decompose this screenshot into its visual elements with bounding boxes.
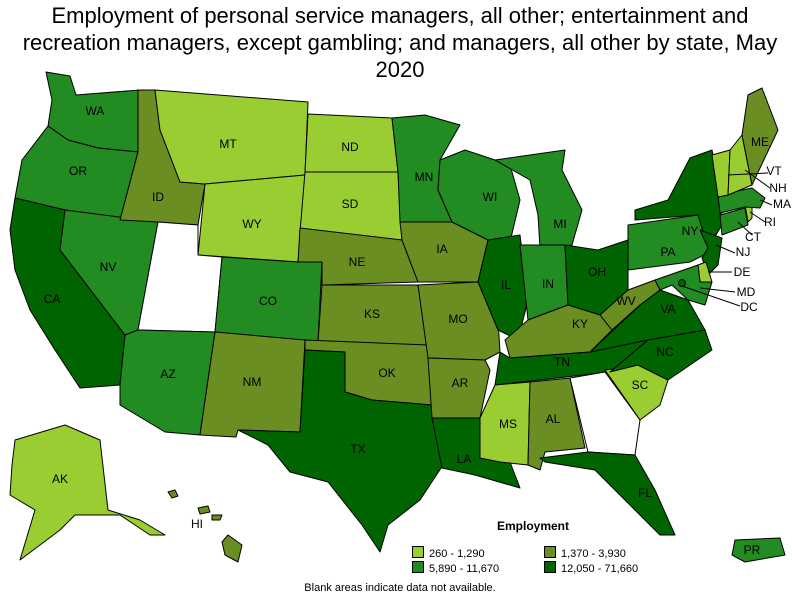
label-mo: MO <box>448 312 467 326</box>
label-co: CO <box>259 294 277 308</box>
label-or: OR <box>69 164 87 178</box>
label-in: IN <box>542 277 554 291</box>
label-nv: NV <box>100 260 117 274</box>
label-sd: SD <box>342 197 359 211</box>
state-ct[interactable] <box>719 207 749 236</box>
label-nc: NC <box>656 345 674 359</box>
label-ok: OK <box>378 366 395 380</box>
label-ri: RI <box>764 215 776 229</box>
legend-item-4: 12,050 - 71,660 <box>544 561 638 575</box>
state-fl[interactable] <box>539 451 676 536</box>
legend-label: 1,370 - 3,930 <box>561 548 626 560</box>
state-az[interactable] <box>119 329 216 436</box>
label-fl: FL <box>638 486 652 500</box>
map-title-line-1: Employment of personal service managers,… <box>51 3 749 28</box>
legend-swatch <box>412 546 424 558</box>
label-mi: MI <box>553 217 566 231</box>
legend-label: 5,890 - 11,670 <box>429 563 500 575</box>
label-ct: CT <box>745 230 762 244</box>
label-vt: VT <box>766 164 782 178</box>
label-ar: AR <box>452 376 469 390</box>
legend-swatch <box>412 561 424 573</box>
label-ak: AK <box>52 472 68 486</box>
label-wi: WI <box>483 190 498 204</box>
state-pr[interactable] <box>731 537 786 563</box>
legend-item-3: 5,890 - 11,670 <box>412 561 499 575</box>
label-wa: WA <box>86 104 105 118</box>
map-title-line-2: recreation managers, except gambling; an… <box>22 30 778 82</box>
label-ma: MA <box>773 197 791 211</box>
state-co[interactable] <box>214 256 323 343</box>
footnote: Blank areas indicate data not available. <box>304 582 496 594</box>
legend-swatch <box>544 561 556 573</box>
label-ks: KS <box>364 307 380 321</box>
state-tx[interactable] <box>237 349 446 553</box>
label-tx: TX <box>350 442 365 456</box>
legend-label: 260 - 1,290 <box>429 548 485 560</box>
state-ga[interactable] <box>569 371 641 456</box>
label-mt: MT <box>219 137 237 151</box>
label-nd: ND <box>341 140 359 154</box>
label-leader-lines <box>681 169 773 307</box>
label-id: ID <box>152 190 164 204</box>
label-wy: WY <box>242 217 261 231</box>
state-mi[interactable] <box>494 149 583 249</box>
state-ar[interactable] <box>427 357 491 419</box>
legend-item-2: 1,370 - 3,930 <box>544 546 626 560</box>
label-la: LA <box>457 452 472 466</box>
state-me[interactable] <box>741 87 779 186</box>
label-ne: NE <box>349 255 366 269</box>
legend-swatch <box>544 546 556 558</box>
label-md: MD <box>737 285 756 299</box>
label-oh: OH <box>588 265 606 279</box>
label-dc: DC <box>740 300 758 314</box>
label-va: VA <box>660 302 675 316</box>
legend-label: 12,050 - 71,660 <box>561 563 639 575</box>
label-hi: HI <box>191 517 203 531</box>
label-mn: MN <box>415 170 434 184</box>
label-ny: NY <box>682 224 699 238</box>
label-ms: MS <box>499 417 517 431</box>
legend-title: Employment <box>497 519 570 533</box>
label-tn: TN <box>554 355 570 369</box>
label-nm: NM <box>243 375 262 389</box>
map-title: Employment of personal service managers,… <box>0 2 800 83</box>
label-az: AZ <box>160 367 175 381</box>
label-de: DE <box>734 265 751 279</box>
label-sc: SC <box>632 378 649 392</box>
label-ia: IA <box>436 242 447 256</box>
label-ky: KY <box>572 317 588 331</box>
state-hi[interactable] <box>167 489 243 563</box>
label-pa: PA <box>660 245 675 259</box>
label-pr: PR <box>744 543 761 557</box>
label-ca: CA <box>44 292 61 306</box>
state-labels: WA OR CA NV ID MT WY AZ CO NM ND SD NE K… <box>44 104 791 557</box>
state-pa[interactable] <box>627 214 711 271</box>
label-me: ME <box>751 135 769 149</box>
state-dc[interactable] <box>678 279 686 287</box>
label-al: AL <box>546 412 561 426</box>
label-wv: WV <box>616 294 635 308</box>
label-nh: NH <box>769 181 786 195</box>
state-ak[interactable] <box>9 424 166 561</box>
legend-item-1: 260 - 1,290 <box>412 546 485 560</box>
label-nj: NJ <box>736 245 751 259</box>
label-il: IL <box>501 278 511 292</box>
